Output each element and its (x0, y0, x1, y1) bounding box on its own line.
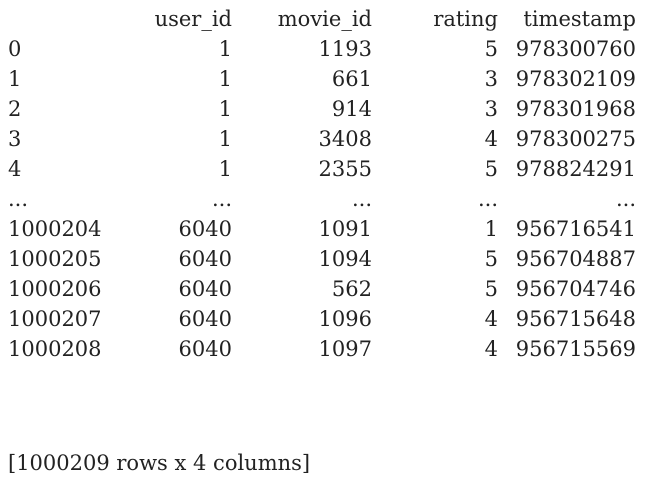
cell-user-id: 6040 (140, 214, 232, 244)
row-index: 1 (8, 64, 138, 94)
column-header-timestamp: timestamp (500, 4, 636, 34)
table-row: 0 1 1193 5 978300760 (0, 34, 670, 64)
table-row: 1000206 6040 562 5 956704746 (0, 274, 670, 304)
cell-timestamp: 956715569 (500, 334, 636, 364)
column-header-rating: rating (384, 4, 498, 34)
cell-movie-id: 661 (240, 64, 372, 94)
cell-movie-id: 2355 (240, 154, 372, 184)
cell-user-id: 1 (140, 124, 232, 154)
cell-user-id: 6040 (140, 244, 232, 274)
row-index: 1000206 (8, 274, 138, 304)
cell-user-id: 6040 (140, 334, 232, 364)
cell-timestamp: 978824291 (500, 154, 636, 184)
row-index: 2 (8, 94, 138, 124)
cell-rating: 4 (384, 124, 498, 154)
table-row: 1000205 6040 1094 5 956704887 (0, 244, 670, 274)
cell-timestamp: 956704746 (500, 274, 636, 304)
table-row: 1 1 661 3 978302109 (0, 64, 670, 94)
cell-timestamp: 978300275 (500, 124, 636, 154)
cell-timestamp: 956715648 (500, 304, 636, 334)
cell-user-id: 1 (140, 34, 232, 64)
row-index: 4 (8, 154, 138, 184)
cell-rating: 1 (384, 214, 498, 244)
cell-user-id: 1 (140, 154, 232, 184)
row-index: 1000207 (8, 304, 138, 334)
cell-rating: 5 (384, 274, 498, 304)
table-row: 1000208 6040 1097 4 956715569 (0, 334, 670, 364)
cell-movie-id: 1193 (240, 34, 372, 64)
cell-rating: 5 (384, 154, 498, 184)
cell-timestamp: 978301968 (500, 94, 636, 124)
cell-user-id: 6040 (140, 304, 232, 334)
header-row: user_id movie_id rating timestamp (0, 4, 670, 34)
column-header-movie-id: movie_id (240, 4, 372, 34)
cell-rating: 3 (384, 94, 498, 124)
row-index: 1000205 (8, 244, 138, 274)
ellipsis-row: ............... (0, 184, 670, 214)
row-index: 1000208 (8, 334, 138, 364)
cell-timestamp: ... (500, 184, 636, 214)
cell-user-id: ... (140, 184, 232, 214)
cell-user-id: 6040 (140, 274, 232, 304)
cell-movie-id: ... (240, 184, 372, 214)
cell-movie-id: 3408 (240, 124, 372, 154)
cell-user-id: 1 (140, 94, 232, 124)
cell-movie-id: 1091 (240, 214, 372, 244)
cell-rating: 4 (384, 304, 498, 334)
table-row: 1000204 6040 1091 1 956716541 (0, 214, 670, 244)
column-header-user-id: user_id (140, 4, 232, 34)
cell-movie-id: 1094 (240, 244, 372, 274)
row-index: 1000204 (8, 214, 138, 244)
cell-rating: 4 (384, 334, 498, 364)
cell-movie-id: 914 (240, 94, 372, 124)
cell-user-id: 1 (140, 64, 232, 94)
cell-timestamp: 978300760 (500, 34, 636, 64)
cell-timestamp: 978302109 (500, 64, 636, 94)
table-row: 4 1 2355 5 978824291 (0, 154, 670, 184)
row-index: 3 (8, 124, 138, 154)
row-index: 0 (8, 34, 138, 64)
table-row: 2 1 914 3 978301968 (0, 94, 670, 124)
cell-movie-id: 562 (240, 274, 372, 304)
cell-rating: ... (384, 184, 498, 214)
cell-timestamp: 956716541 (500, 214, 636, 244)
cell-movie-id: 1097 (240, 334, 372, 364)
cell-movie-id: 1096 (240, 304, 372, 334)
cell-timestamp: 956704887 (500, 244, 636, 274)
table-row: 1000207 6040 1096 4 956715648 (0, 304, 670, 334)
row-index: ... (8, 184, 138, 214)
cell-rating: 3 (384, 64, 498, 94)
cell-rating: 5 (384, 244, 498, 274)
cell-rating: 5 (384, 34, 498, 64)
table-row: 3 1 3408 4 978300275 (0, 124, 670, 154)
